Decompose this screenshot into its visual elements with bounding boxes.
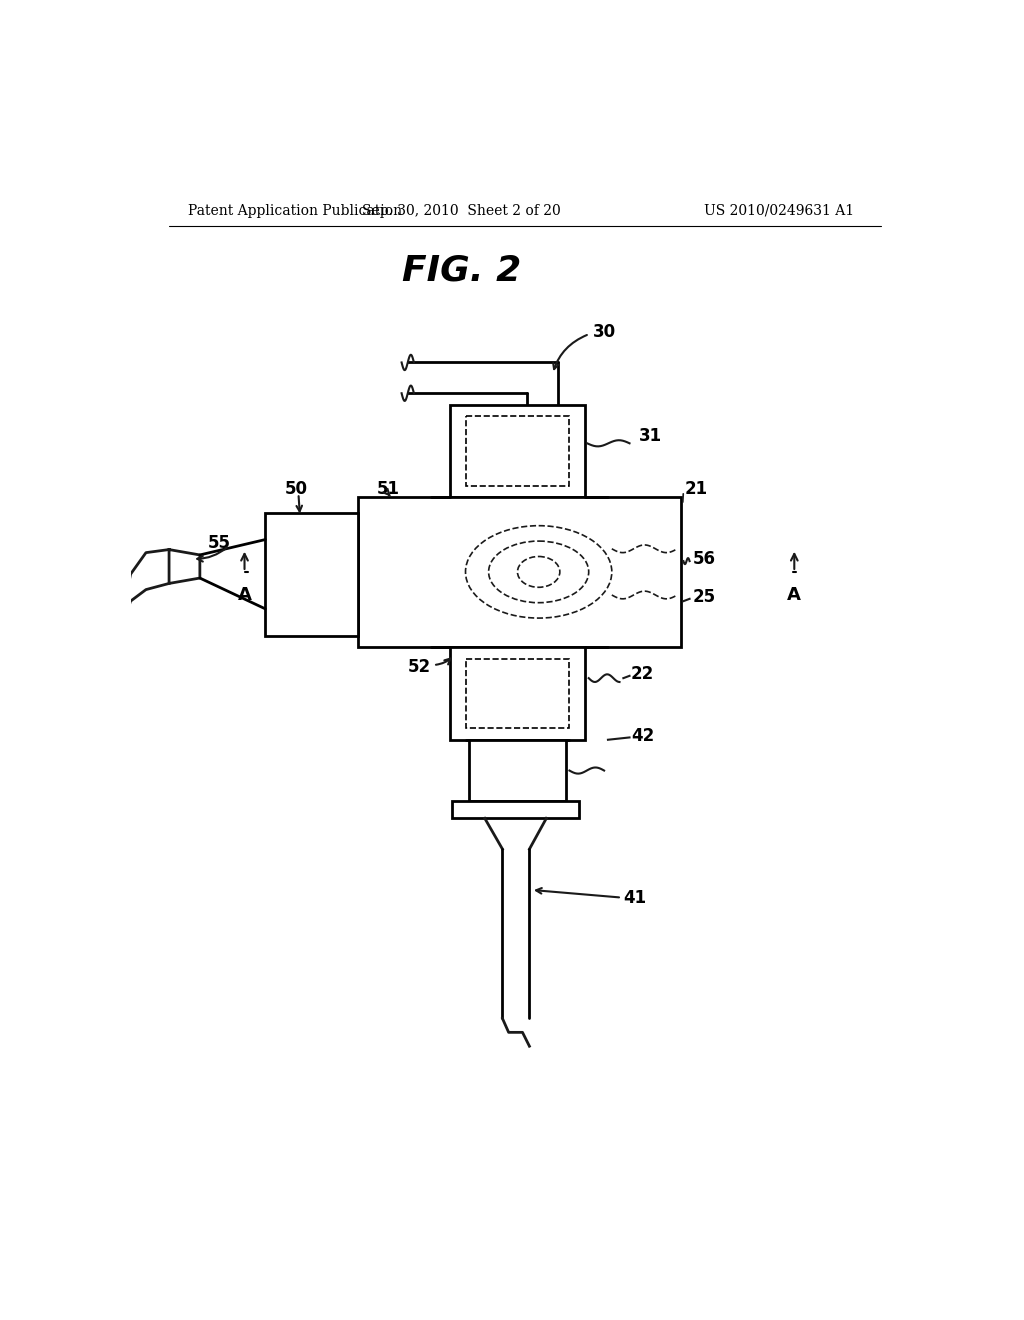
Text: FIG. 2: FIG. 2 [402,253,521,286]
Text: A: A [787,586,801,603]
Bar [469,739,565,801]
Bar [357,498,681,647]
Bar [466,659,569,729]
Bar [265,512,357,636]
Text: A: A [238,586,252,603]
Bar [453,801,580,818]
Text: 25: 25 [692,589,716,606]
Bar [451,647,585,739]
Text: Sep. 30, 2010  Sheet 2 of 20: Sep. 30, 2010 Sheet 2 of 20 [362,203,561,218]
Text: 22: 22 [631,665,654,684]
Bar [451,405,585,498]
Text: 55: 55 [208,535,230,552]
Text: 50: 50 [285,480,307,499]
Text: 30: 30 [593,322,615,341]
Text: 51: 51 [377,480,400,499]
Text: 41: 41 [624,888,646,907]
Text: 21: 21 [685,480,708,499]
Text: Patent Application Publication: Patent Application Publication [188,203,402,218]
Bar [466,416,569,486]
Text: 31: 31 [639,426,662,445]
Text: 56: 56 [692,550,716,568]
Text: US 2010/0249631 A1: US 2010/0249631 A1 [705,203,854,218]
Text: 42: 42 [631,727,654,744]
Text: 52: 52 [408,657,431,676]
